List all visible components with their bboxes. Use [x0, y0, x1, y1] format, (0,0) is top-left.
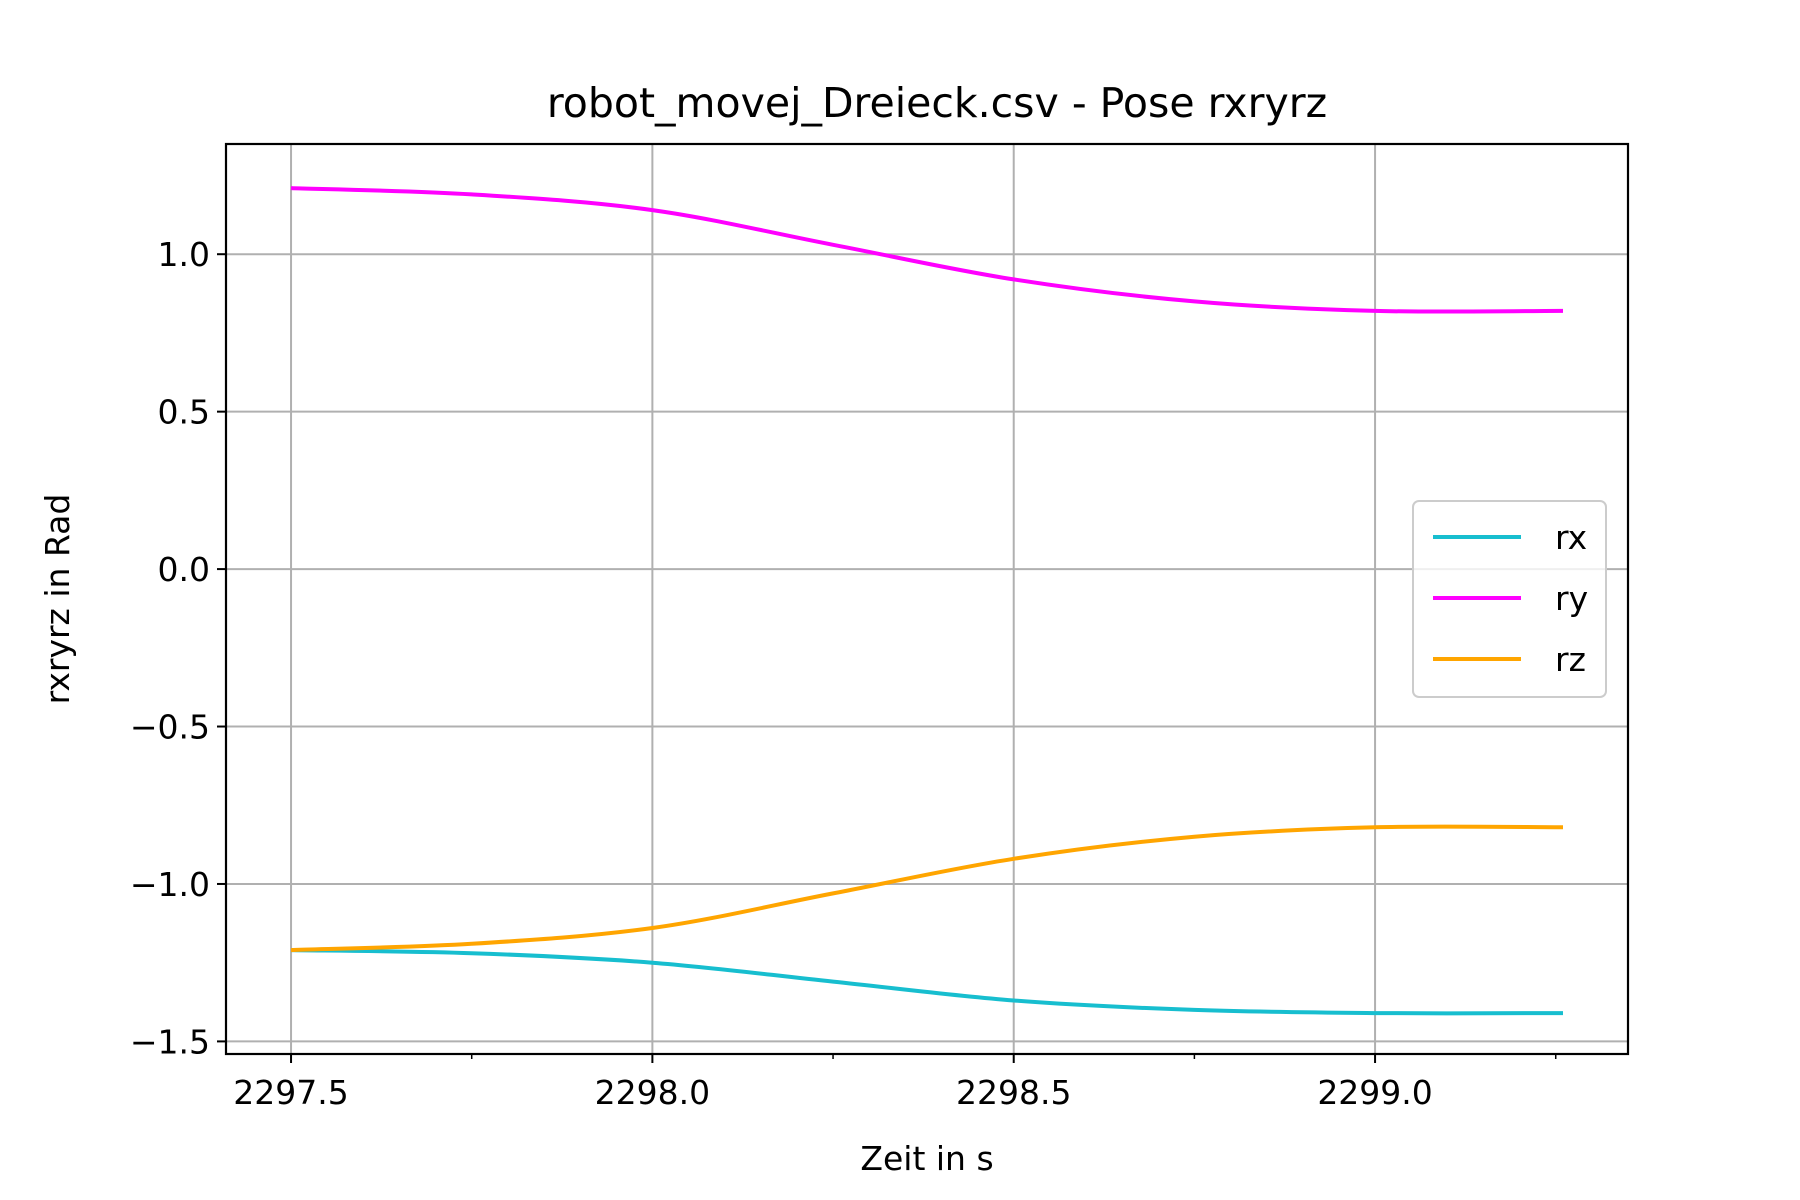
x-tick-label: 2297.5	[233, 1073, 348, 1112]
series-line-rx	[290, 948, 1564, 1016]
axis-ticks	[217, 253, 1557, 1063]
legend-label-rx: rx	[1555, 518, 1587, 557]
y-tick-label: −1.5	[130, 1022, 210, 1061]
x-tick-label: 2298.5	[956, 1073, 1071, 1112]
legend-label-rz: rz	[1555, 640, 1586, 679]
y-tick-labels: 1.0 0.5 0.0 −0.5 −1.0 −1.5	[130, 235, 210, 1061]
series-line-ry	[290, 186, 1564, 314]
x-tick-labels: 2297.5 2298.0 2298.5 2299.0	[233, 1073, 1432, 1112]
legend: rx ry rz	[1412, 500, 1607, 698]
y-tick-label: 0.5	[158, 393, 210, 432]
plot-frame	[224, 142, 1630, 1056]
series-lines	[290, 186, 1564, 1016]
y-tick-label: −0.5	[130, 708, 210, 747]
x-axis-label: Zeit in s	[860, 1139, 993, 1178]
y-tick-label: −1.0	[130, 865, 210, 904]
y-tick-label: 1.0	[158, 235, 210, 274]
x-tick-label: 2299.0	[1317, 1073, 1432, 1112]
grid	[226, 144, 1628, 1054]
y-axis-label: rxryrz in Rad	[38, 494, 77, 705]
legend-label-ry: ry	[1555, 579, 1588, 618]
chart-title: robot_movej_Dreieck.csv - Pose rxryrz	[547, 79, 1327, 127]
x-tick-label: 2298.0	[595, 1073, 710, 1112]
series-line-rz	[290, 824, 1564, 953]
y-tick-label: 0.0	[158, 550, 210, 589]
